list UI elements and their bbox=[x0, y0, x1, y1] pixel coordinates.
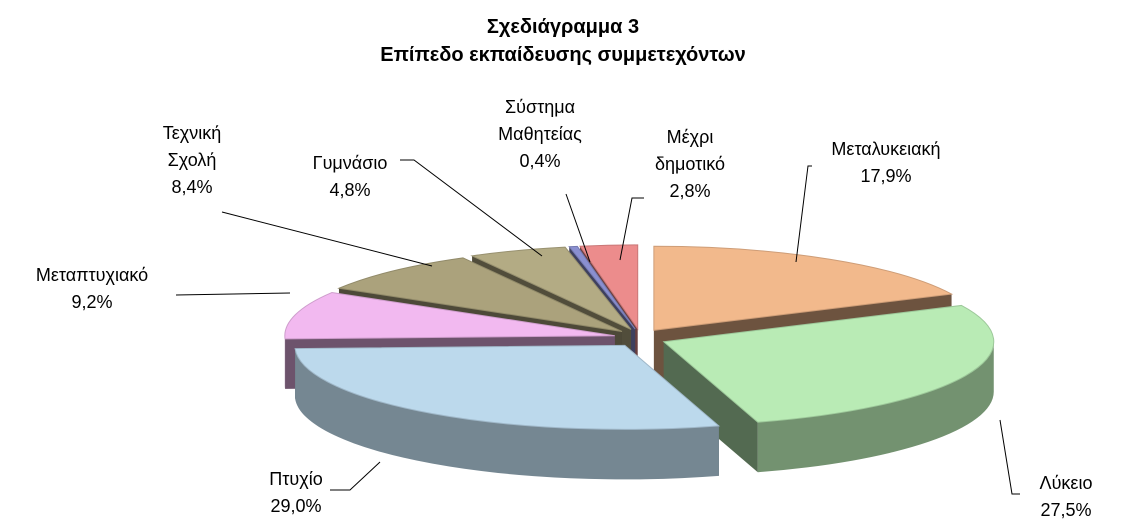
slice-value: 17,9% bbox=[860, 166, 912, 186]
slice-top bbox=[568, 245, 636, 330]
slice-top bbox=[653, 245, 954, 331]
slice-name: Τεχνική Σχολή bbox=[162, 123, 222, 170]
slice-name: Μεταλυκειακή bbox=[831, 139, 941, 159]
slice-name: Γυμνάσιο bbox=[312, 153, 388, 173]
data-label: Πτυχίο 29,0% bbox=[269, 466, 322, 520]
slice bbox=[662, 304, 995, 473]
slice-value: 2,8% bbox=[669, 181, 711, 201]
data-label: Γυμνάσιο 4,8% bbox=[313, 150, 388, 204]
leader-line bbox=[999, 419, 1020, 495]
leader-line bbox=[175, 292, 291, 296]
slice-top bbox=[337, 257, 623, 332]
slice-top bbox=[284, 292, 615, 340]
slice-top bbox=[470, 246, 632, 330]
slice-side bbox=[295, 348, 719, 480]
data-label: Μεταλυκειακή 17,9% bbox=[831, 136, 940, 190]
slice-value: 4,8% bbox=[329, 180, 371, 200]
slice-value: 9,2% bbox=[71, 292, 113, 312]
data-label: Σύστημα Μαθητείας 0,4% bbox=[498, 94, 582, 175]
data-label: Μεταπτυχιακό 9,2% bbox=[36, 262, 148, 316]
slice-name: Μεταπτυχιακό bbox=[35, 265, 149, 285]
slice-name: Σύστημα Μαθητείας bbox=[498, 97, 582, 144]
leader-line bbox=[221, 211, 433, 267]
slice-side bbox=[757, 341, 994, 473]
leader-line bbox=[565, 193, 591, 263]
slice-value: 0,4% bbox=[519, 151, 561, 171]
slice-value: 27,5% bbox=[1040, 500, 1092, 520]
slice-top bbox=[294, 344, 721, 430]
leader-line bbox=[330, 461, 381, 491]
chart-subtitle: Επίπεδο εκπαίδευσης συμμετεχόντων bbox=[380, 44, 746, 66]
slice-top bbox=[662, 304, 995, 423]
data-label: Μέχρι δημοτικό 2,8% bbox=[655, 124, 725, 205]
slice-name: Μέχρι δημοτικό bbox=[654, 127, 726, 174]
slice-name: Πτυχίο bbox=[269, 469, 323, 489]
leader-line bbox=[619, 197, 644, 261]
slice-wall bbox=[663, 341, 758, 473]
slice bbox=[294, 344, 721, 480]
data-label: Τεχνική Σχολή 8,4% bbox=[163, 120, 222, 201]
slice-value: 29,0% bbox=[270, 496, 322, 516]
slice-name: Λύκειο bbox=[1039, 473, 1093, 493]
data-label: Λύκειο 27,5% bbox=[1040, 470, 1093, 524]
chart-title: Σχεδιάγραμμα 3 bbox=[486, 16, 640, 38]
leader-line bbox=[795, 165, 812, 263]
leader-line bbox=[400, 159, 543, 257]
slice-value: 8,4% bbox=[171, 177, 213, 197]
slice-top bbox=[579, 244, 639, 331]
